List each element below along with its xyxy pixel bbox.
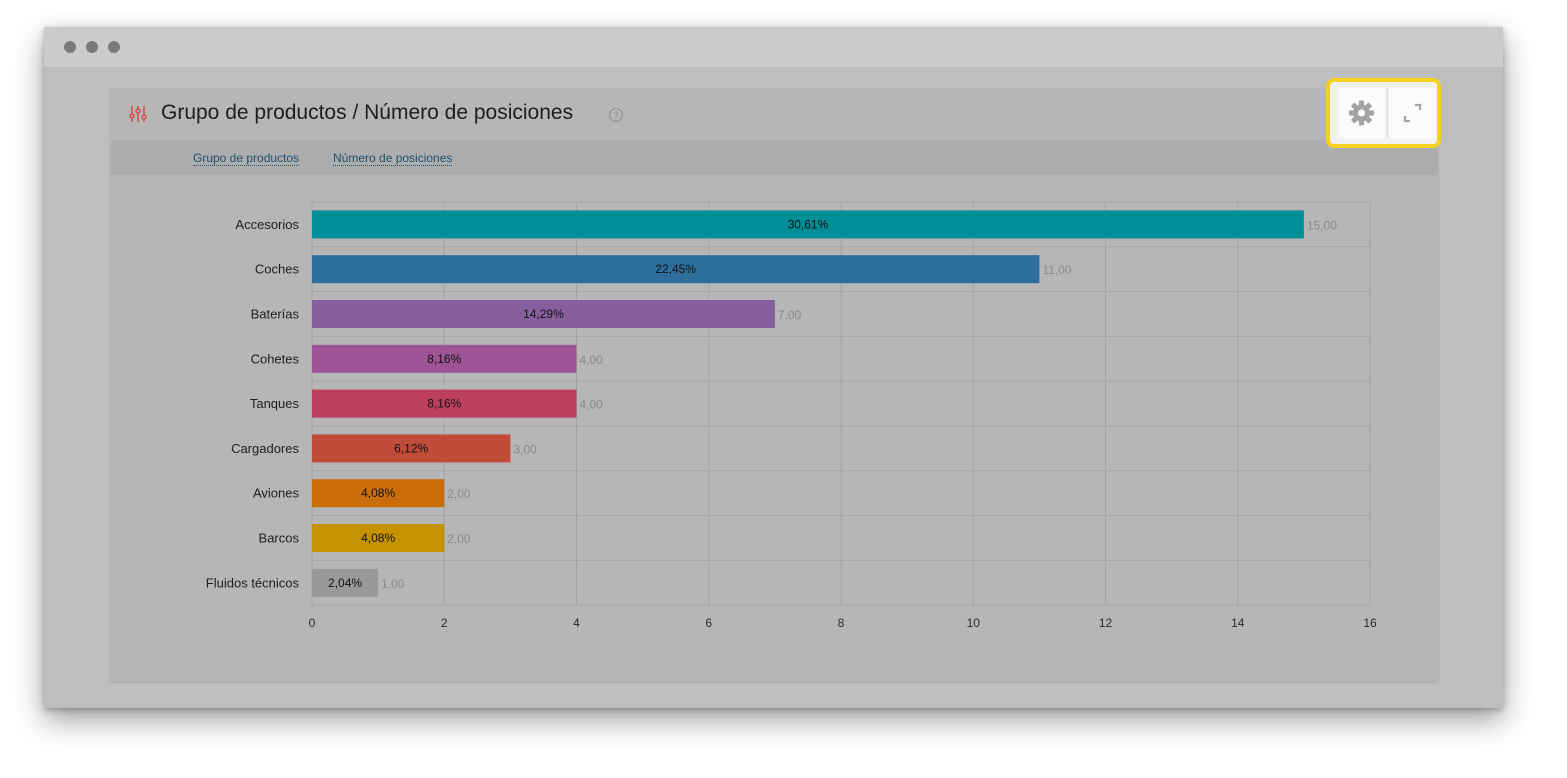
category-label: Baterías [251,307,300,322]
x-tick-label: 8 [838,616,845,630]
value-label: 4,00 [580,398,604,412]
percent-label: 22,45% [655,262,696,276]
chart-area: 0 2 4 6 8 10 12 14 16 Accesorios 30,61% 15,00 Coches… [111,175,1438,681]
report-panel: Grupo de productos / Número de posicione… [111,89,1438,681]
x-tick-label: 12 [1099,616,1113,630]
value-label: 2,00 [447,532,471,546]
x-tick-label: 4 [573,616,580,630]
value-label: 1,00 [381,577,405,591]
panel-title: Grupo de productos / Número de posicione… [161,101,574,124]
x-tick-label: 14 [1231,616,1245,630]
sliders-icon [129,106,147,122]
bar [312,389,577,418]
value-label: 15,00 [1307,218,1337,232]
category-label: Cohetes [251,351,300,366]
value-label: 3,00 [513,442,537,456]
percent-label: 6,12% [394,441,428,455]
category-label: Cargadores [231,441,299,456]
value-label: 11,00 [1042,263,1071,277]
value-label: 4,00 [580,353,604,367]
bar [312,300,775,328]
category-label: Tanques [250,396,300,411]
bar [312,344,577,373]
category-label: Aviones [253,486,300,501]
window-titlebar [44,27,1503,68]
window-dot-maximize[interactable] [108,41,120,53]
bar [312,479,445,508]
toolbar-divider [1387,88,1388,138]
x-tick-label: 10 [967,616,981,630]
value-label: 7,00 [778,308,802,322]
category-label: Fluidos técnicos [206,575,300,590]
settings-button[interactable] [1338,88,1385,138]
percent-label: 4,08% [361,531,395,545]
help-icon[interactable]: ? [609,108,623,122]
tab-numero-de-posiciones[interactable]: Número de posiciones [333,151,453,166]
value-label: 2,00 [447,487,471,501]
percent-label: 2,04% [328,576,362,590]
expand-icon [1403,103,1422,123]
x-tick-label: 16 [1363,616,1377,630]
x-tick-label: 6 [705,616,712,630]
percent-label: 4,08% [361,486,395,500]
category-label: Accesorios [235,217,299,232]
tab-grupo-de-productos[interactable]: Grupo de productos [193,151,300,166]
bar-chart: 0 2 4 6 8 10 12 14 16 Accesorios 30,61% 15,00 Coches… [206,201,1377,630]
window-dot-minimize[interactable] [86,41,98,53]
category-label: Barcos [259,531,300,546]
bar [312,524,445,552]
browser-window: Grupo de productos / Número de posicione… [44,27,1503,708]
fullscreen-button[interactable] [1389,88,1436,138]
x-tick-label: 0 [309,616,316,630]
bar [312,568,379,597]
category-label: Coches [255,262,300,277]
bar [312,434,511,463]
percent-label: 30,61% [788,217,829,231]
percent-label: 8,16% [427,352,461,366]
toolbar-highlight [1326,78,1441,148]
percent-label: 8,16% [427,397,461,411]
gear-icon [1349,100,1374,126]
percent-label: 14,29% [523,307,564,321]
x-tick-label: 2 [441,616,448,630]
panel-header: Grupo de productos / Número de posicione… [111,89,1438,141]
panel-subheader: Grupo de productos Número de posiciones [111,141,1438,175]
bar [312,255,1040,284]
bar [312,210,1304,239]
window-dot-close[interactable] [64,41,76,53]
